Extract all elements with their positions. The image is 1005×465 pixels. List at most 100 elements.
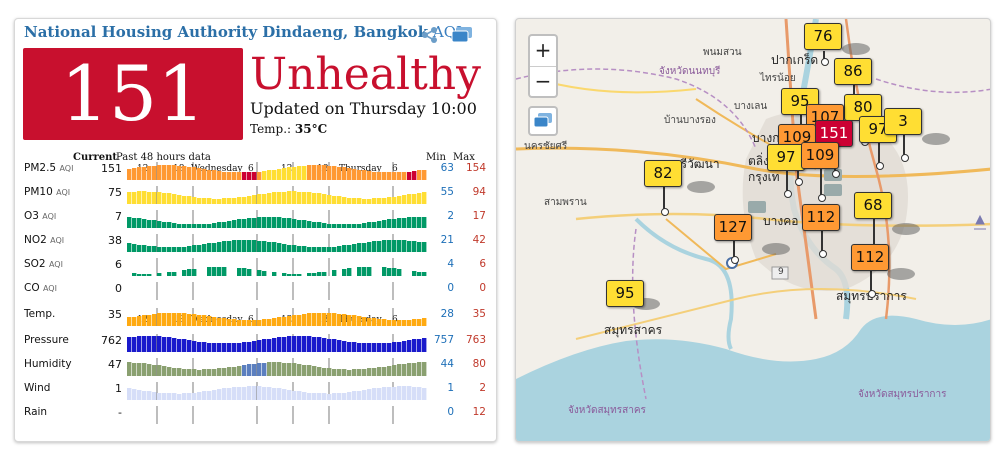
sparkline-bar bbox=[177, 224, 182, 228]
sparkline-bar bbox=[377, 172, 382, 180]
place-label: พนมสวน bbox=[703, 47, 742, 58]
sparkline-bar bbox=[232, 319, 237, 326]
sparkline-bar bbox=[177, 247, 182, 252]
sparkline-bar bbox=[197, 224, 202, 228]
map-base-layer[interactable] bbox=[516, 19, 991, 442]
sparkline-bar bbox=[327, 195, 332, 204]
history-sparkline bbox=[127, 210, 427, 228]
sparkline-bar bbox=[192, 393, 197, 400]
aqi-marker[interactable]: 109 bbox=[801, 142, 839, 169]
sparkline-bar bbox=[162, 366, 167, 376]
map-panel[interactable]: พนมสวน ปากเกร็ด จังหวัดนนทบุรี ไทรน้อย บ… bbox=[515, 18, 991, 442]
sparkline-bar bbox=[257, 217, 262, 228]
place-label: ไทรน้อย bbox=[760, 73, 796, 84]
sparkline-bar bbox=[157, 393, 162, 400]
station-title[interactable]: National Housing Authority Dindaeng, Ban… bbox=[24, 23, 462, 41]
sparkline-bar bbox=[352, 315, 357, 326]
zoom-in-button[interactable]: + bbox=[534, 38, 552, 62]
sparkline-bar bbox=[167, 313, 172, 326]
sparkline-bar bbox=[242, 268, 247, 276]
aqi-marker[interactable]: 97 bbox=[767, 144, 805, 171]
data-row: Wind 1 1 2 bbox=[24, 376, 490, 400]
sparkline-bar bbox=[207, 391, 212, 400]
sparkline-bar bbox=[147, 315, 152, 326]
sparkline-bar bbox=[297, 166, 302, 180]
sparkline-bar bbox=[367, 242, 372, 252]
time-tick: 12 bbox=[281, 164, 293, 174]
sparkline-bar bbox=[342, 224, 347, 228]
map-layers-button[interactable] bbox=[528, 106, 558, 136]
sparkline-bar bbox=[302, 166, 307, 180]
sparkline-bar bbox=[207, 224, 212, 228]
aqi-marker[interactable]: 95 bbox=[606, 280, 644, 307]
row-label: NO2 AQI bbox=[24, 234, 65, 246]
sparkline-bar bbox=[172, 272, 177, 276]
sparkline-bar bbox=[412, 171, 417, 180]
sparkline-bar bbox=[407, 217, 412, 228]
sparkline-bar bbox=[137, 363, 142, 376]
sparkline-bar bbox=[337, 167, 342, 180]
row-label: CO AQI bbox=[24, 282, 57, 294]
history-sparkline bbox=[127, 186, 427, 204]
aqi-marker[interactable]: 82 bbox=[644, 160, 682, 187]
sparkline-bar bbox=[412, 241, 417, 252]
sparkline-bar bbox=[297, 192, 302, 204]
sparkline-bar bbox=[212, 243, 217, 252]
sparkline-bar bbox=[302, 314, 307, 326]
share-icon[interactable] bbox=[420, 25, 440, 49]
aqi-marker[interactable]: 112 bbox=[851, 244, 889, 271]
row-max: 0 bbox=[479, 282, 486, 294]
sparkline-bar bbox=[132, 244, 137, 252]
row-current: 75 bbox=[108, 186, 122, 199]
aqi-marker[interactable]: 68 bbox=[854, 192, 892, 219]
aqi-marker[interactable]: 76 bbox=[804, 23, 842, 50]
sparkline-bar bbox=[297, 220, 302, 228]
sparkline-bar bbox=[282, 389, 287, 400]
sparkline-bar bbox=[292, 391, 297, 400]
sparkline-bar bbox=[367, 267, 372, 276]
sparkline-bar bbox=[242, 365, 247, 376]
aqi-card: National Housing Authority Dindaeng, Ban… bbox=[14, 18, 497, 442]
sparkline-bar bbox=[127, 192, 132, 204]
sparkline-bar bbox=[372, 318, 377, 326]
sparkline-bar bbox=[137, 218, 142, 228]
sparkline-bar bbox=[222, 368, 227, 376]
sparkline-bar bbox=[132, 192, 137, 204]
sparkline-bar bbox=[347, 224, 352, 228]
sparkline-bar bbox=[347, 342, 352, 352]
sparkline-bar bbox=[187, 314, 192, 326]
station-name[interactable]: National Housing Authority Dindaeng, Ban… bbox=[24, 23, 429, 41]
sparkline-bar bbox=[242, 320, 247, 326]
data-row: PM2.5 AQI 151 63 154 bbox=[24, 156, 490, 180]
sparkline-bar bbox=[232, 198, 237, 204]
sparkline-bar bbox=[152, 192, 157, 204]
sparkline-bar bbox=[357, 369, 362, 376]
sparkline-bar bbox=[267, 387, 272, 400]
sparkline-bar bbox=[162, 247, 167, 252]
sparkline-bar bbox=[317, 337, 322, 352]
sparkline-bar bbox=[207, 316, 212, 326]
row-min: 21 bbox=[440, 234, 454, 246]
row-label: Temp. bbox=[24, 308, 56, 320]
sparkline-bar bbox=[277, 362, 282, 376]
zoom-out-button[interactable]: − bbox=[530, 66, 556, 96]
updated-time: Updated on Thursday 10:00 bbox=[250, 99, 477, 118]
layers-icon[interactable] bbox=[450, 25, 474, 49]
sparkline-bar bbox=[272, 362, 277, 376]
sparkline-bar bbox=[312, 366, 317, 376]
aqi-marker[interactable]: 112 bbox=[802, 204, 840, 231]
sparkline-bar bbox=[182, 196, 187, 204]
data-row: Rain - 0 12 bbox=[24, 400, 490, 424]
sparkline-bar bbox=[187, 340, 192, 352]
place-label: สามพราน bbox=[544, 197, 587, 208]
sparkline-bar bbox=[292, 167, 297, 180]
sparkline-bar bbox=[322, 368, 327, 376]
aqi-marker[interactable]: 95 bbox=[781, 88, 819, 115]
sparkline-bar bbox=[357, 170, 362, 180]
aqi-marker[interactable]: 86 bbox=[834, 58, 872, 85]
sparkline-bar bbox=[402, 195, 407, 204]
aqi-marker[interactable]: 3 bbox=[884, 108, 922, 135]
aqi-marker[interactable]: 127 bbox=[714, 214, 752, 241]
sparkline-bar bbox=[262, 194, 267, 204]
sparkline-bar bbox=[332, 369, 337, 376]
